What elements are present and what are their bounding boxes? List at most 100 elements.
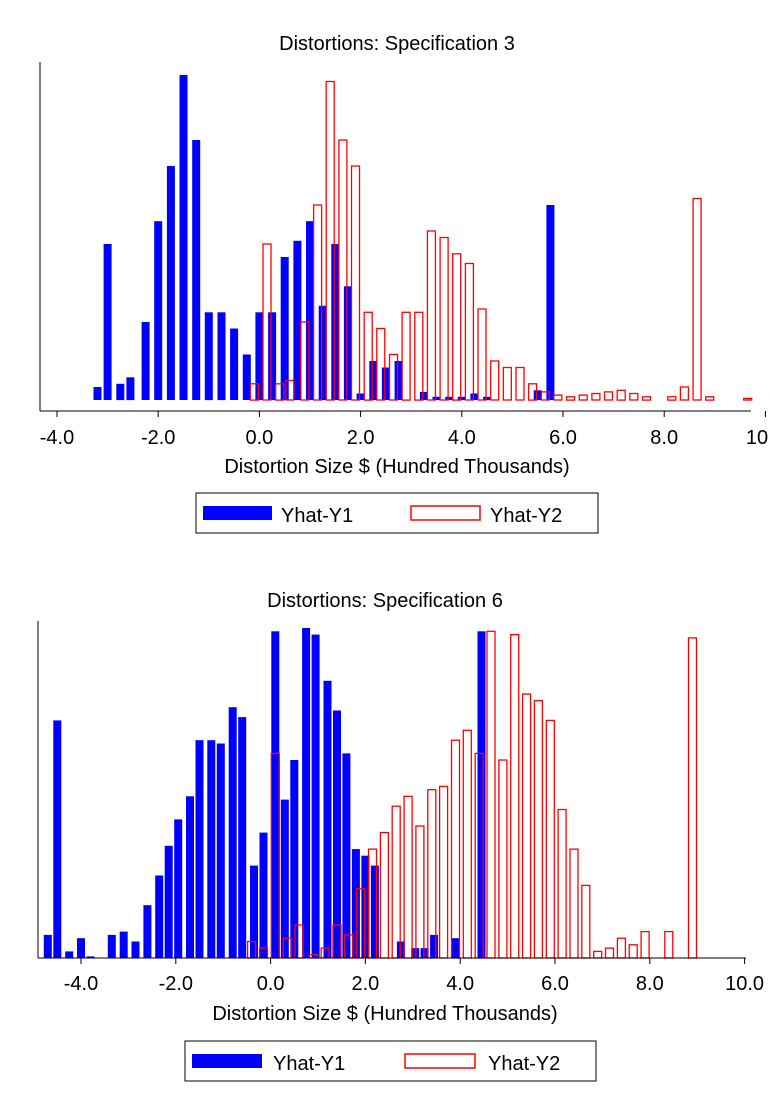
bar-yhat-y2 xyxy=(427,789,437,959)
bar-yhat-y2 xyxy=(557,808,567,959)
bar-yhat-y2 xyxy=(603,391,614,401)
bar-yhat-y1 xyxy=(293,240,302,401)
legend-swatch-yhat-y1 xyxy=(192,1054,262,1068)
x-ticks-group: -4.0 -2.0 0.0 2.0 4.0 6.0 8.0 10.0 xyxy=(40,411,769,449)
bar-yhat-y1 xyxy=(343,286,352,400)
bar-yhat-y1 xyxy=(311,634,320,958)
bar-yhat-y2 xyxy=(249,383,259,401)
bar-yhat-y1 xyxy=(546,205,555,400)
bar-yhat-y1 xyxy=(259,832,268,958)
legend-swatch-yhat-y2 xyxy=(410,505,481,521)
bar-yhat-y2 xyxy=(591,392,601,401)
bar-yhat-y2 xyxy=(490,360,500,401)
bar-yhat-y1 xyxy=(370,865,379,958)
legend: Yhat-Y1 Yhat-Y2 xyxy=(184,1040,597,1082)
bar-yhat-y1 xyxy=(394,361,403,400)
bar-yhat-y2 xyxy=(350,165,361,401)
x-tick-label: 8.0 xyxy=(650,427,678,449)
bar-yhat-y1 xyxy=(470,393,479,400)
bar-yhat-y1 xyxy=(154,221,163,400)
bar-yhat-y2 xyxy=(527,383,538,401)
bar-yhat-y2 xyxy=(510,633,520,959)
bar-yhat-y1 xyxy=(331,244,340,400)
bar-yhat-y1 xyxy=(381,367,390,400)
bar-yhat-y1 xyxy=(271,631,280,958)
legend-label-yhat-y1: Yhat-Y1 xyxy=(281,505,353,527)
x-tick-label: -4.0 xyxy=(64,973,98,995)
bar-yhat-y1 xyxy=(207,740,216,958)
bar-yhat-y1 xyxy=(333,710,341,958)
x-tick-label: -2.0 xyxy=(159,973,193,995)
bar-yhat-y1 xyxy=(230,328,239,400)
bar-yhat-y2 xyxy=(379,831,390,959)
x-tick-label: 4.0 xyxy=(446,973,474,995)
bar-yhat-y1 xyxy=(103,244,112,400)
bar-yhat-y1 xyxy=(280,799,289,958)
legend-label-yhat-y1: Yhat-Y1 xyxy=(273,1053,345,1075)
bar-yhat-y1 xyxy=(107,934,116,958)
bar-yhat-y1 xyxy=(255,312,264,401)
bar-yhat-y1 xyxy=(43,934,52,958)
bar-yhat-y2 xyxy=(414,311,424,401)
bar-yhat-y1 xyxy=(445,396,454,401)
bar-yhat-y1 xyxy=(356,393,365,400)
bar-yhat-y1 xyxy=(141,322,150,400)
legend-swatch-yhat-y2 xyxy=(404,1053,476,1069)
chart-panel-spec-3: Distortions: Specification 3 -4.0 -2.0 0.0… xyxy=(39,33,769,534)
bar-yhat-y2 xyxy=(679,386,690,401)
bar-yhat-y2 xyxy=(664,930,674,959)
bar-yhat-y2 xyxy=(667,396,677,401)
bar-yhat-y2 xyxy=(616,389,626,401)
x-tick-label: 0.0 xyxy=(245,427,273,449)
x-tick-label: 8.0 xyxy=(636,973,664,995)
bar-yhat-y2 xyxy=(569,848,579,959)
bar-yhat-y2 xyxy=(604,947,615,959)
bar-yhat-y2 xyxy=(426,230,437,401)
bar-yhat-y2 xyxy=(438,785,449,959)
bar-yhat-y2 xyxy=(593,950,603,959)
x-tick-label: 2.0 xyxy=(351,973,379,995)
x-tick-label: 4.0 xyxy=(448,427,476,449)
bar-yhat-y1 xyxy=(86,956,95,959)
bar-yhat-y1 xyxy=(204,312,213,401)
chart-title: Distortions: Specification 6 xyxy=(267,590,503,612)
x-tick-label: -4.0 xyxy=(40,427,74,449)
bar-yhat-y1 xyxy=(396,941,405,958)
bar-yhat-y2 xyxy=(452,253,462,401)
bar-yhat-y2 xyxy=(439,236,449,401)
bar-yhat-y2 xyxy=(338,139,348,401)
legend-label-yhat-y2: Yhat-Y2 xyxy=(490,505,562,527)
bar-yhat-y1 xyxy=(143,905,152,958)
bar-yhat-y1 xyxy=(217,312,226,401)
bars-group xyxy=(93,75,753,401)
bar-yhat-y2 xyxy=(403,795,413,959)
bar-yhat-y2 xyxy=(325,80,335,401)
bar-yhat-y2 xyxy=(565,396,576,401)
bar-yhat-y1 xyxy=(77,938,85,958)
bar-yhat-y1 xyxy=(420,948,429,958)
bar-yhat-y2 xyxy=(629,392,639,401)
bar-yhat-y1 xyxy=(351,849,360,958)
bar-yhat-y2 xyxy=(262,243,272,401)
bar-yhat-y1 xyxy=(65,951,74,958)
bar-yhat-y2 xyxy=(462,729,472,959)
bar-yhat-y2 xyxy=(581,884,591,959)
bar-yhat-y1 xyxy=(477,631,486,958)
bar-yhat-y1 xyxy=(483,396,492,401)
bar-yhat-y1 xyxy=(306,221,314,400)
bar-yhat-y2 xyxy=(641,396,652,401)
bar-yhat-y2 xyxy=(285,379,295,401)
bar-yhat-y2 xyxy=(312,204,323,401)
legend-label-yhat-y2: Yhat-Y2 xyxy=(488,1053,560,1075)
bar-yhat-y2 xyxy=(533,699,544,959)
x-tick-label: 10.0 xyxy=(746,427,769,449)
bar-yhat-y1 xyxy=(369,361,378,400)
bar-yhat-y2 xyxy=(498,759,508,959)
bar-yhat-y1 xyxy=(238,717,247,958)
bar-yhat-y1 xyxy=(166,166,175,400)
bar-yhat-y2 xyxy=(692,197,702,401)
bar-yhat-y2 xyxy=(705,396,715,401)
bar-yhat-y1 xyxy=(302,628,311,958)
bar-yhat-y1 xyxy=(323,680,332,958)
bar-yhat-y1 xyxy=(268,312,277,401)
